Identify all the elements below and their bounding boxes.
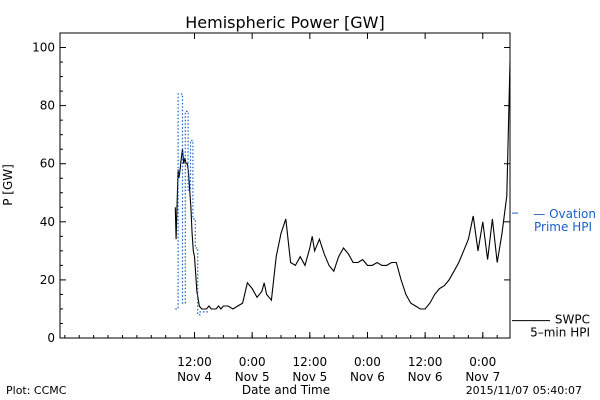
y-tick-label: 40 (40, 215, 55, 229)
x-tick-label-date: Nov 6 (350, 370, 385, 384)
legend-ovation-line2: Prime HPI (534, 220, 592, 234)
x-tick-label-date: Nov 5 (292, 370, 327, 384)
x-tick-label-time: 12:00 (408, 355, 443, 369)
y-tick-label: 60 (40, 157, 55, 171)
legend-swpc-line1: SWPC (555, 313, 590, 327)
x-tick-label-time: 0:00 (239, 355, 266, 369)
legend-swpc-line2: 5–min HPI (530, 326, 590, 340)
y-axis-ticks: 0 20 40 60 80 100 (32, 41, 510, 345)
x-axis-label: Date and Time (242, 383, 330, 397)
x-tick-label-date: Nov 4 (177, 370, 212, 384)
y-tick-label: 20 (40, 273, 55, 287)
x-tick-label-date: Nov 7 (465, 370, 500, 384)
series-swpc-hpi (174, 61, 511, 310)
plot-credit: Plot: CCMC (6, 384, 67, 397)
series-layer (174, 61, 511, 316)
chart-title: Hemispheric Power [GW] (185, 13, 384, 32)
y-axis-label: P [GW] (1, 164, 15, 206)
legend-ovation-line1: — Ovation (533, 207, 596, 221)
x-tick-label-date: Nov 5 (235, 370, 270, 384)
x-tick-label-time: 0:00 (354, 355, 381, 369)
x-tick-label-time: 0:00 (469, 355, 496, 369)
plot-timestamp: 2015/11/07 05:40:07 (466, 384, 582, 397)
y-tick-label: 0 (47, 331, 55, 345)
x-tick-label-time: 12:00 (177, 355, 212, 369)
x-tick-label-date: Nov 6 (408, 370, 443, 384)
y-tick-label: 80 (40, 99, 55, 113)
x-tick-label-time: 12:00 (293, 355, 328, 369)
series-ovation-prime-hpi (175, 93, 209, 316)
y-tick-label: 100 (32, 41, 55, 55)
plot-frame (59, 32, 511, 339)
